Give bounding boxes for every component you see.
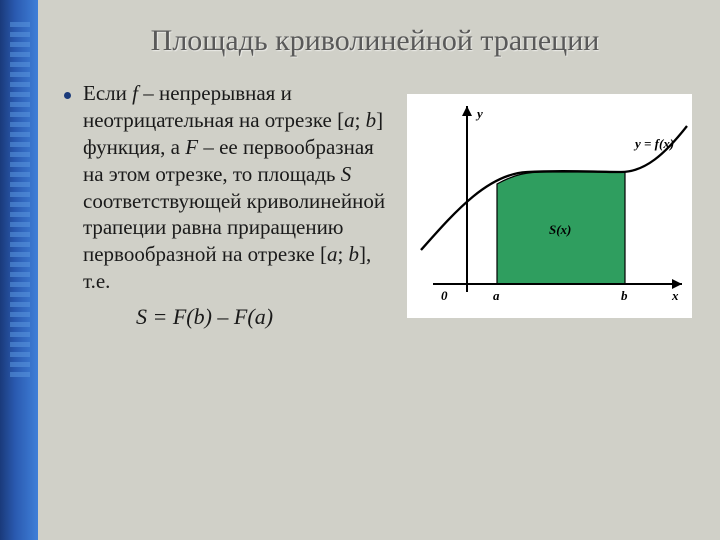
var-cap-s: S [341,162,352,186]
svg-text:y = f(x): y = f(x) [633,136,674,151]
var-b: b [349,242,360,266]
slide-body: Площадь криволинейной трапеции Если f – … [38,0,720,540]
formula: S = F(b) – F(a) [58,303,393,331]
svg-text:0: 0 [441,288,448,303]
text-fragment: ; [355,108,366,132]
svg-text:a: a [493,288,500,303]
var-cap-f: F [185,135,198,159]
slide-content: Если f – непрерывная и неотрицательная н… [58,80,692,331]
bullet-dot-icon [64,92,71,99]
var-b: b [366,108,377,132]
text-fragment: ; [337,242,348,266]
text-fragment: Если [83,81,132,105]
svg-text:x: x [671,288,679,303]
bullet-text: Если f – непрерывная и неотрицательная н… [83,80,393,295]
svg-text:b: b [621,288,628,303]
diagram-svg: 0 y x a b y = f(x) S(x) [407,94,692,318]
svg-text:y: y [475,106,483,121]
slide-title: Площадь криволинейной трапеции [58,24,692,58]
diagram-panel: 0 y x a b y = f(x) S(x) [407,94,692,318]
slide-sidebar [0,0,38,540]
var-a: a [327,242,338,266]
text-column: Если f – непрерывная и неотрицательная н… [58,80,393,331]
bullet-item: Если f – непрерывная и неотрицательная н… [58,80,393,295]
var-a: a [344,108,355,132]
svg-text:S(x): S(x) [549,222,571,237]
